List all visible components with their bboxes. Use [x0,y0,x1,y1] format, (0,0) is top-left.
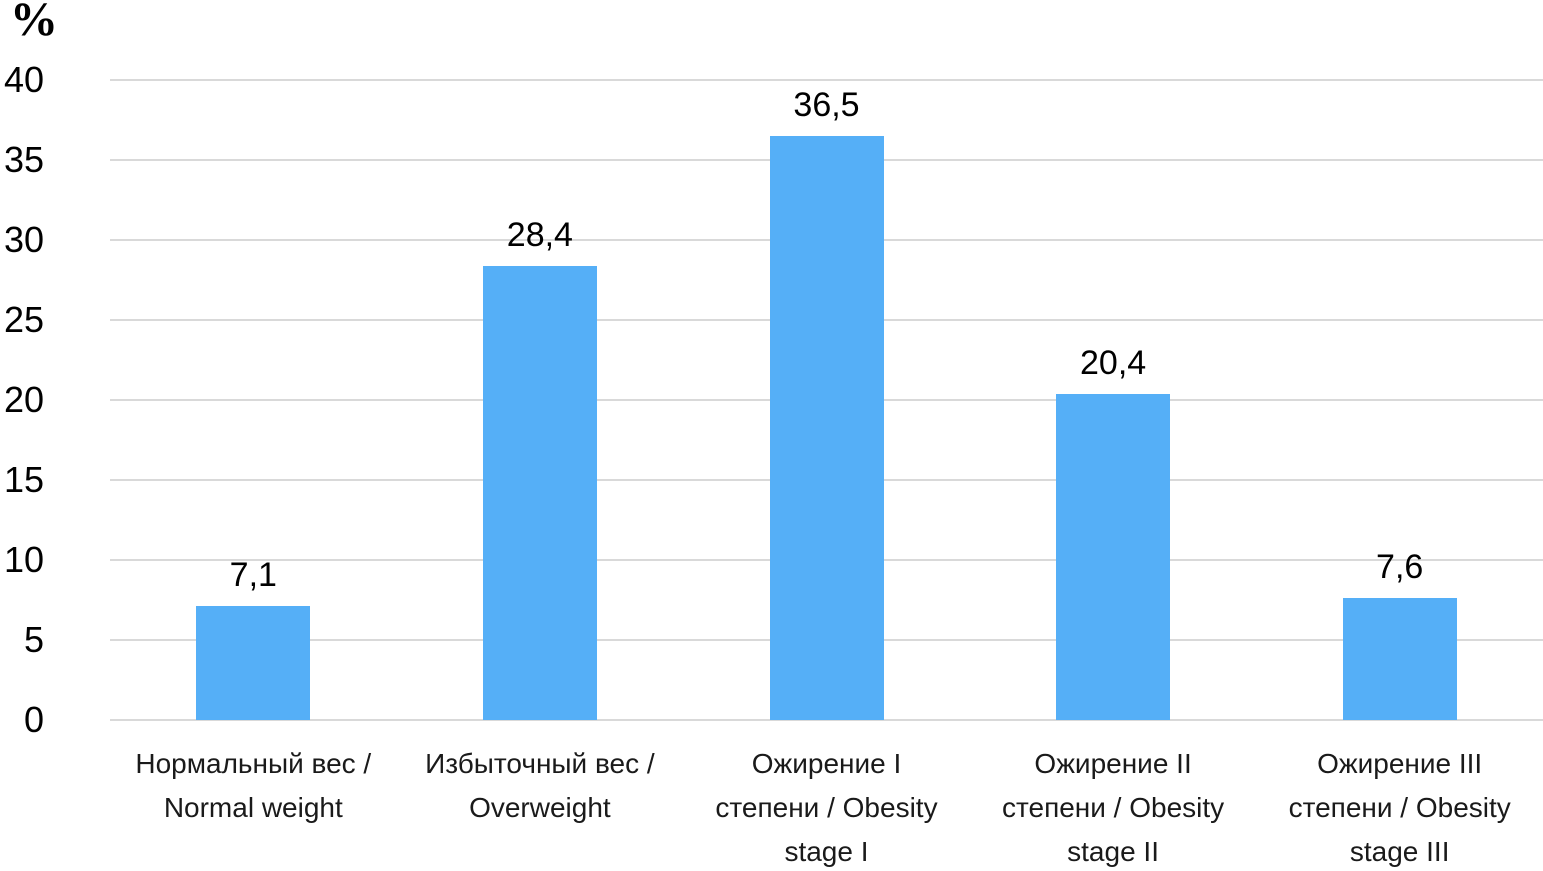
plot-area: 7,1 28,4 36,5 20,4 7,6 [110,79,1543,721]
bar-value-label-4: 20,4 [1080,343,1147,382]
y-tick-label-5: 5 [23,619,44,660]
y-axis-title: % [10,0,58,46]
y-tick-label-40: 40 [3,59,44,100]
y-tick-label-30: 30 [3,219,44,260]
category-label-5: Ожирение III степени / Obesity stage III [1288,748,1511,867]
bar-4 [1056,393,1171,720]
gridline-40 [110,79,1543,81]
gridline-0 [110,719,1543,721]
category-label-4: Ожирение II степени / Obesity stage II [1001,748,1225,867]
x-axis-category-labels: Нормальный вес / Normal weight Избыточный… [110,742,1543,871]
category-label-1: Нормальный вес / Normal weight [135,748,372,823]
y-tick-label-25: 25 [3,299,44,340]
category-label-3: Ожирение I степени / Obesity stage I [715,748,938,867]
bar-value-label-1: 7,1 [229,556,277,595]
y-tick-label-35: 35 [3,139,44,180]
category-label-2: Избыточный вес / Overweight [425,748,655,823]
y-axis-tick-labels: 0 5 10 15 20 25 30 35 40 [0,62,44,738]
bar-5 [1342,598,1457,720]
bar-1 [196,606,311,720]
bar-value-label-2: 28,4 [506,215,573,254]
y-tick-label-20: 20 [3,379,44,420]
y-tick-label-0: 0 [23,699,44,740]
bar-3 [769,136,884,720]
bar-2 [482,265,597,720]
bar-value-label-3: 36,5 [793,86,860,124]
y-tick-label-15: 15 [3,459,44,500]
bar-value-label-5: 7,6 [1376,548,1424,587]
y-tick-label-10: 10 [3,539,44,580]
